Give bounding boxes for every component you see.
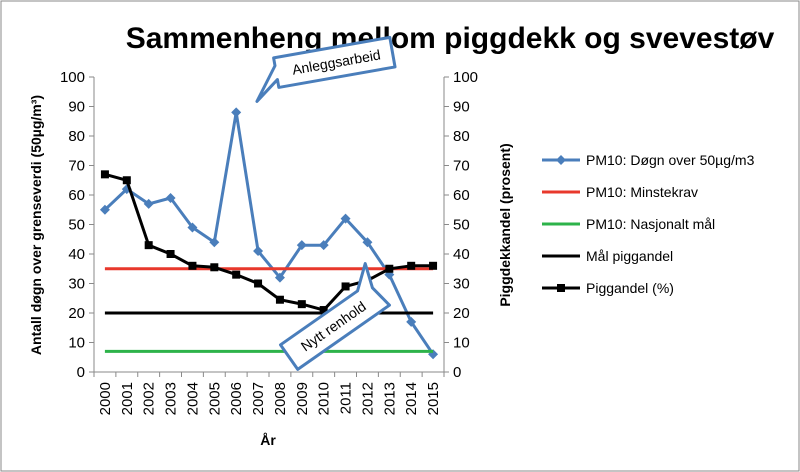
y-tick-label-left: 30 (68, 276, 85, 293)
axes-layer: 0 0 10 10 20 20 30 30 40 40 50 50 60 60 70 70 80 80 90 90 10… (60, 69, 478, 415)
data-point (231, 107, 242, 118)
data-point (407, 261, 416, 270)
y-tick-label-right: 0 (453, 364, 461, 381)
x-tick-label: 2004 (184, 382, 201, 415)
y-tick-label-left: 80 (68, 128, 85, 145)
y-tick-label-right: 10 (453, 335, 470, 352)
data-point (254, 279, 263, 288)
data-point (187, 222, 198, 233)
series-layer (99, 107, 439, 360)
data-point (122, 176, 131, 185)
y-tick-label-left: 40 (68, 246, 85, 263)
x-tick-label: 2011 (338, 382, 355, 414)
data-point (296, 240, 307, 251)
data-point (143, 198, 154, 209)
data-point (144, 241, 153, 250)
y-tick-label-right: 90 (453, 99, 470, 116)
x-tick-label: 2009 (294, 382, 311, 415)
data-point (253, 246, 264, 257)
series-group (100, 170, 438, 315)
y-tick-label-left: 20 (68, 305, 85, 322)
data-point (232, 270, 241, 279)
data-point (319, 306, 328, 315)
legend-label: PM10: Minstekrav (586, 184, 698, 200)
y-tick-label-left: 50 (68, 217, 85, 234)
legend-label: Mål piggandel (586, 248, 673, 264)
x-tick-label: 2015 (425, 382, 442, 415)
x-tick-label: 2005 (206, 382, 223, 415)
legend-item: Mål piggandel (542, 248, 673, 264)
y-tick-label-left: 70 (68, 158, 85, 175)
callout-group: Anleggsarbeid (255, 35, 397, 103)
y-tick-label-right: 70 (453, 158, 470, 175)
legend-label: PM10: Nasjonalt mål (586, 216, 715, 232)
x-tick-label: 2010 (316, 382, 333, 415)
chart-title: Sammenheng mellom piggdekk og svevestøv (126, 22, 775, 55)
y-tick-label-right: 100 (453, 69, 478, 86)
y-tick-label-left: 90 (68, 99, 85, 116)
legend-item: Piggandel (%) (542, 280, 674, 296)
x-tick-label: 2003 (163, 382, 180, 415)
data-point (166, 250, 175, 258)
legend-marker (556, 155, 566, 165)
y-tick-label-right: 40 (453, 246, 470, 263)
data-point (210, 263, 219, 272)
data-point (275, 295, 284, 304)
y-tick-label-left: 100 (60, 69, 85, 86)
annotation-callout: Anleggsarbeid (255, 35, 397, 103)
callout-shape (255, 35, 397, 103)
y-axis-title-left: Antall døgn over grenseverdi (50µg/m³) (28, 95, 44, 355)
data-point (341, 282, 350, 291)
legend-item: PM10: Nasjonalt mål (542, 216, 715, 232)
data-point (100, 170, 109, 179)
series-line (104, 172, 434, 312)
legend-marker (557, 284, 565, 292)
legend-item: PM10: Døgn over 50µg/m3 (542, 152, 755, 168)
callout-shape (279, 262, 391, 371)
data-point (406, 316, 417, 327)
data-point (99, 204, 110, 215)
legend-item: PM10: Minstekrav (542, 184, 698, 200)
y-tick-label-right: 30 (453, 276, 470, 293)
x-tick-label: 2014 (403, 382, 420, 415)
series-group (99, 107, 439, 360)
y-tick-label-left: 0 (77, 364, 85, 381)
x-tick-label: 2007 (250, 382, 267, 415)
data-point (318, 240, 329, 251)
x-axis-title: År (260, 432, 276, 448)
data-point (362, 237, 373, 248)
legend-layer: PM10: Døgn over 50µg/m3 PM10: Minstekrav P… (542, 152, 755, 296)
data-point (274, 272, 285, 283)
y-tick-label-left: 10 (68, 335, 85, 352)
data-point (165, 192, 176, 203)
data-point (340, 213, 351, 224)
data-point (297, 300, 306, 309)
legend-label: Piggandel (%) (586, 280, 674, 296)
y-axis-title-right: Piggdekkandel (prosent) (497, 143, 513, 306)
series-line (103, 110, 435, 356)
y-tick-label-right: 80 (453, 128, 470, 145)
x-tick-label: 2001 (119, 382, 136, 415)
data-point (385, 264, 394, 273)
data-point (429, 261, 438, 270)
x-tick-label: 2000 (97, 382, 114, 415)
x-tick-label: 2008 (272, 382, 289, 415)
data-point (209, 237, 220, 248)
x-tick-label: 2012 (359, 382, 376, 415)
y-tick-label-left: 60 (68, 187, 85, 204)
y-tick-label-right: 20 (453, 305, 470, 322)
legend-label: PM10: Døgn over 50µg/m3 (586, 152, 755, 168)
y-tick-label-right: 60 (453, 187, 470, 204)
x-tick-label: 2002 (141, 382, 158, 415)
y-tick-label-right: 50 (453, 217, 470, 234)
data-point (188, 261, 197, 270)
x-tick-label: 2013 (381, 382, 398, 415)
x-tick-label: 2006 (228, 382, 245, 415)
